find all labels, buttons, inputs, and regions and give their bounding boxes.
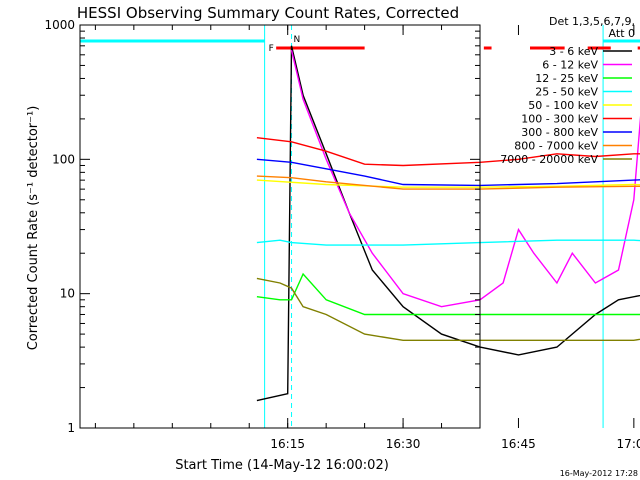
legend-header-line: Att 0	[609, 27, 635, 40]
legend-label: 50 - 100 keV	[528, 99, 598, 112]
series-line-6	[256, 137, 640, 167]
legend-label: 6 - 12 keV	[542, 59, 598, 72]
x-tick-label: 16:30	[386, 437, 421, 451]
x-tick-label: 17:00	[617, 437, 640, 451]
flag-label-night: N	[294, 35, 301, 45]
series-line-3	[256, 272, 640, 316]
flag-label-flare: F	[269, 44, 274, 54]
legend-label: 12 - 25 keV	[535, 72, 598, 85]
series-line-9	[256, 277, 640, 341]
legend-label: 3 - 6 keV	[549, 45, 598, 58]
y-tick-label: 1000	[44, 18, 75, 32]
x-tick-label: 16:45	[501, 437, 536, 451]
y-tick-label: 10	[60, 287, 75, 301]
y-axis-label: Corrected Count Rate (s⁻¹ detector⁻¹)	[26, 106, 41, 351]
y-axis: 1 10 100 1000	[44, 18, 480, 435]
legend-label: 800 - 7000 keV	[514, 140, 598, 153]
legend-header-line: Det 1,3,5,6,7,9,	[549, 15, 635, 28]
chart-title: HESSI Observing Summary Count Rates, Cor…	[77, 4, 459, 22]
legend-label: 25 - 50 keV	[535, 86, 598, 99]
series-line-4	[256, 239, 640, 246]
x-tick-label: 16:15	[270, 437, 305, 451]
legend-label: 300 - 800 keV	[521, 126, 598, 139]
series-line-5	[256, 179, 640, 188]
legend-label: 100 - 300 keV	[521, 113, 598, 126]
x-axis-label: Start Time (14-May-12 16:00:02)	[175, 458, 389, 473]
plot-frame	[79, 24, 481, 429]
y-tick-label: 1	[67, 421, 75, 435]
legend-label: 7000 - 20000 keV	[500, 153, 598, 166]
timestamp: 16-May-2012 17:28	[560, 469, 638, 478]
series-line-2	[290, 49, 640, 308]
y-tick-label: 100	[52, 152, 75, 166]
